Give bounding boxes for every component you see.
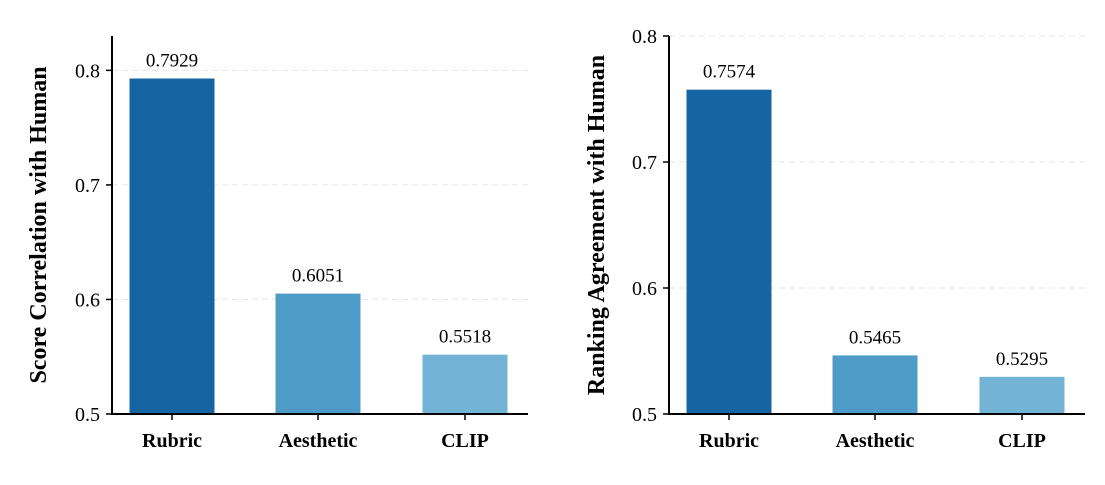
y-axis-title: Score Correlation with Human (26, 66, 52, 383)
data-label: 0.6051 (292, 266, 344, 287)
bar-rubric (129, 78, 215, 414)
data-label: 0.7574 (703, 62, 756, 83)
x-tick-label: Aesthetic (836, 430, 915, 452)
data-label: 0.5518 (439, 327, 491, 348)
y-axis-title: Ranking Agreement with Human (584, 55, 610, 395)
score-correlation-chart: 0.5 0.6 0.7 0.8 0.7929 Rubric 0.6051 Aesthetic 0… (26, 36, 528, 452)
x-tick-label: Aesthetic (279, 430, 358, 452)
y-tick-label: 0.7 (75, 175, 100, 197)
y-tick-label: 0.7 (632, 152, 657, 174)
bar-rubric (686, 89, 772, 415)
data-label: 0.5465 (849, 327, 901, 348)
x-tick-label: Rubric (142, 430, 202, 452)
x-tick-label: CLIP (998, 430, 1046, 452)
y-tick-label: 0.8 (632, 26, 657, 48)
bar-clip (422, 354, 508, 414)
y-tick-label: 0.5 (632, 404, 657, 426)
y-tick-label: 0.5 (75, 404, 100, 426)
y-tick-label: 0.6 (75, 289, 100, 311)
x-tick-label: Rubric (699, 430, 759, 452)
y-tick-label: 0.6 (632, 278, 657, 300)
x-tick-label: CLIP (441, 430, 489, 452)
y-tick-label: 0.8 (75, 60, 100, 82)
data-label: 0.7929 (146, 50, 198, 71)
ranking-agreement-chart: 0.5 0.6 0.7 0.8 0.7574 Rubric 0.5465 Aesthetic 0… (584, 26, 1085, 452)
bar-aesthetic (275, 293, 361, 414)
bar-clip (979, 376, 1065, 414)
bar-aesthetic (832, 355, 918, 414)
data-label: 0.5295 (996, 349, 1048, 370)
